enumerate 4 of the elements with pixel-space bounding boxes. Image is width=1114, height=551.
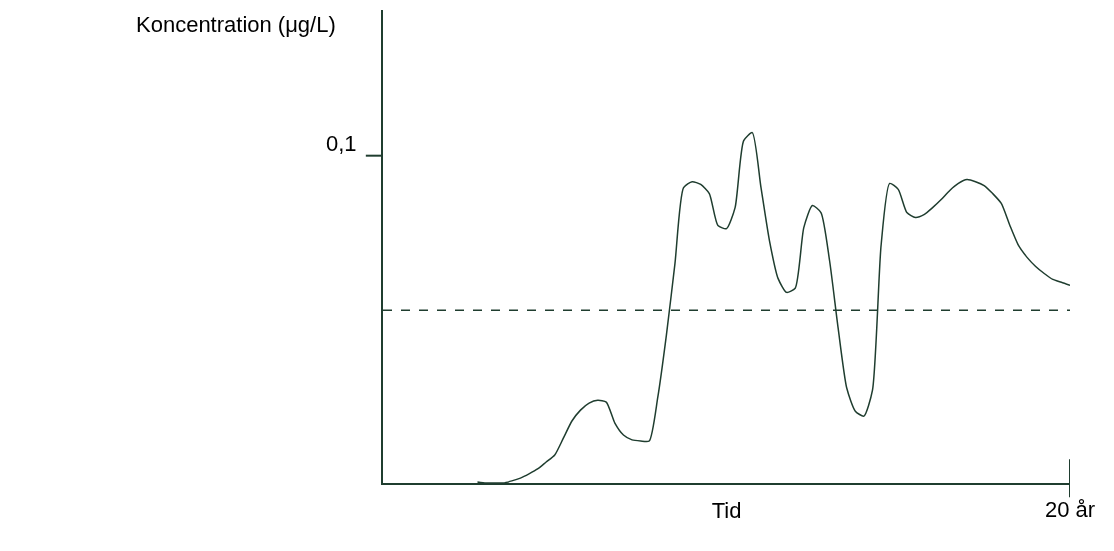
y-axis-title: Koncentration (μg/L): [136, 12, 336, 37]
x-axis-title: Tid: [711, 497, 742, 523]
text: 20 år: [1045, 497, 1096, 522]
text: 0,1: [326, 131, 357, 156]
